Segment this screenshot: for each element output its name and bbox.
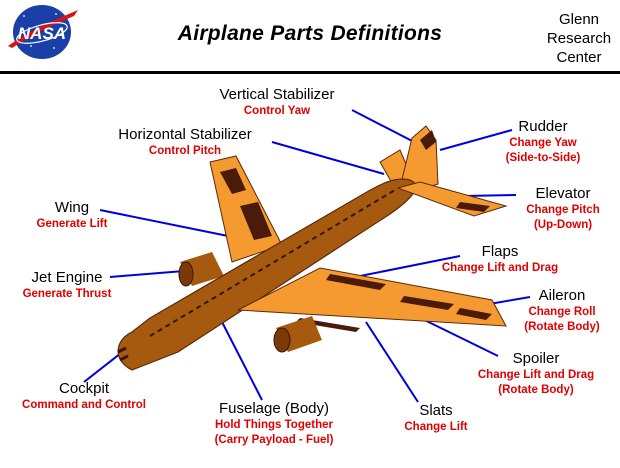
label-aileron: Aileron Change Roll (Rotate Body)	[524, 287, 600, 333]
airplane	[117, 125, 508, 371]
horizontal-stabilizer-near	[396, 181, 508, 217]
label-fuselage: Fuselage (Body) Hold Things Together (Ca…	[214, 400, 334, 446]
rudder-surface	[420, 130, 436, 150]
label-cockpit: Cockpit Command and Control	[22, 380, 146, 411]
left-wing-control-surface	[220, 168, 246, 194]
leader-vertical-stabilizer	[351, 109, 419, 145]
right-engine	[273, 316, 322, 353]
svg-text:NASA: NASA	[18, 24, 66, 43]
label-vertical-stabilizer: Vertical Stabilizer Control Yaw	[219, 86, 335, 117]
label-jet-engine: Jet Engine Generate Thrust	[22, 269, 112, 300]
right-wing	[236, 267, 507, 327]
leader-jet-engine	[109, 270, 185, 278]
leader-horizontal-stabilizer	[271, 141, 385, 175]
leader-elevator	[463, 194, 517, 197]
leader-rudder	[439, 129, 513, 151]
label-wing: Wing Generate Lift	[36, 199, 108, 230]
elevator-surface	[456, 202, 490, 212]
label-horizontal-stabilizer: Horizontal Stabilizer Control Pitch	[118, 126, 252, 157]
label-slats: Slats Change Lift	[404, 402, 468, 433]
label-rudder: Rudder Change Yaw (Side-to-Side)	[505, 118, 581, 164]
left-wing-flap	[240, 202, 272, 240]
fuselage-windows	[149, 189, 396, 337]
right-wing-flap	[326, 274, 386, 290]
leader-slats	[365, 321, 419, 403]
cockpit-window	[117, 346, 127, 354]
label-spoiler: Spoiler Change Lift and Drag (Rotate Bod…	[477, 350, 595, 396]
center-name: Glenn Research Center	[546, 11, 612, 66]
aileron-surface	[456, 308, 492, 320]
title-divider	[0, 71, 620, 74]
spoiler-surface	[400, 296, 454, 310]
label-elevator: Elevator Change Pitch (Up-Down)	[526, 185, 600, 231]
leader-fuselage	[221, 321, 263, 401]
leader-wing	[99, 209, 229, 237]
left-engine	[178, 252, 224, 287]
page-title: Airplane Parts Definitions	[177, 22, 443, 45]
fuselage	[117, 178, 417, 371]
label-flaps: Flaps Change Lift and Drag	[441, 243, 559, 274]
nasa-logo: NASA	[8, 5, 78, 59]
